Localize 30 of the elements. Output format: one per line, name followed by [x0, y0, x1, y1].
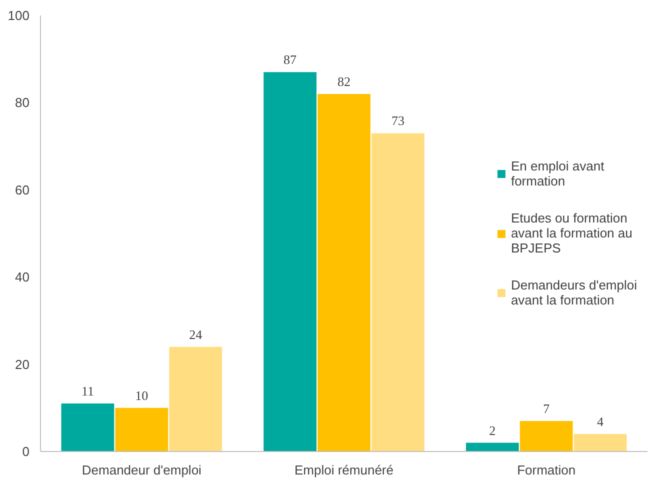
legend-label: Demandeurs d'emploi avant la formation [510, 278, 637, 308]
bar [169, 346, 222, 452]
data-label: 11 [81, 384, 94, 399]
data-label: 4 [597, 414, 604, 430]
bar [264, 72, 316, 452]
data-label: 2 [489, 422, 496, 438]
bar [318, 94, 370, 452]
y-tick-label: 0 [22, 444, 30, 459]
data-label: 7 [543, 400, 550, 416]
legend-label: En emploi avant formation [510, 158, 604, 188]
data-label: 10 [135, 388, 148, 403]
x-tick-label: Demandeur d'emploi [82, 462, 202, 478]
bar [574, 434, 627, 452]
x-tick-label: Formation [517, 462, 576, 478]
y-tick-label: 80 [15, 95, 30, 110]
data-label: 87 [284, 52, 298, 68]
bar [115, 408, 168, 452]
y-tick-label: 60 [15, 182, 30, 198]
y-tick-label: 40 [15, 270, 30, 285]
y-tick-label: 100 [8, 8, 30, 23]
bar [520, 420, 573, 452]
data-label: 82 [338, 74, 350, 89]
data-label: 73 [391, 113, 404, 128]
bar [61, 404, 114, 452]
y-tick-label: 20 [15, 356, 30, 372]
legend-label: Etudes ou formation avant la formation au BPJEPS [510, 210, 632, 256]
bar [372, 133, 424, 452]
bar [466, 442, 519, 452]
x-tick-label: Emploi rémunéré [294, 462, 394, 478]
data-label: 24 [189, 326, 203, 342]
